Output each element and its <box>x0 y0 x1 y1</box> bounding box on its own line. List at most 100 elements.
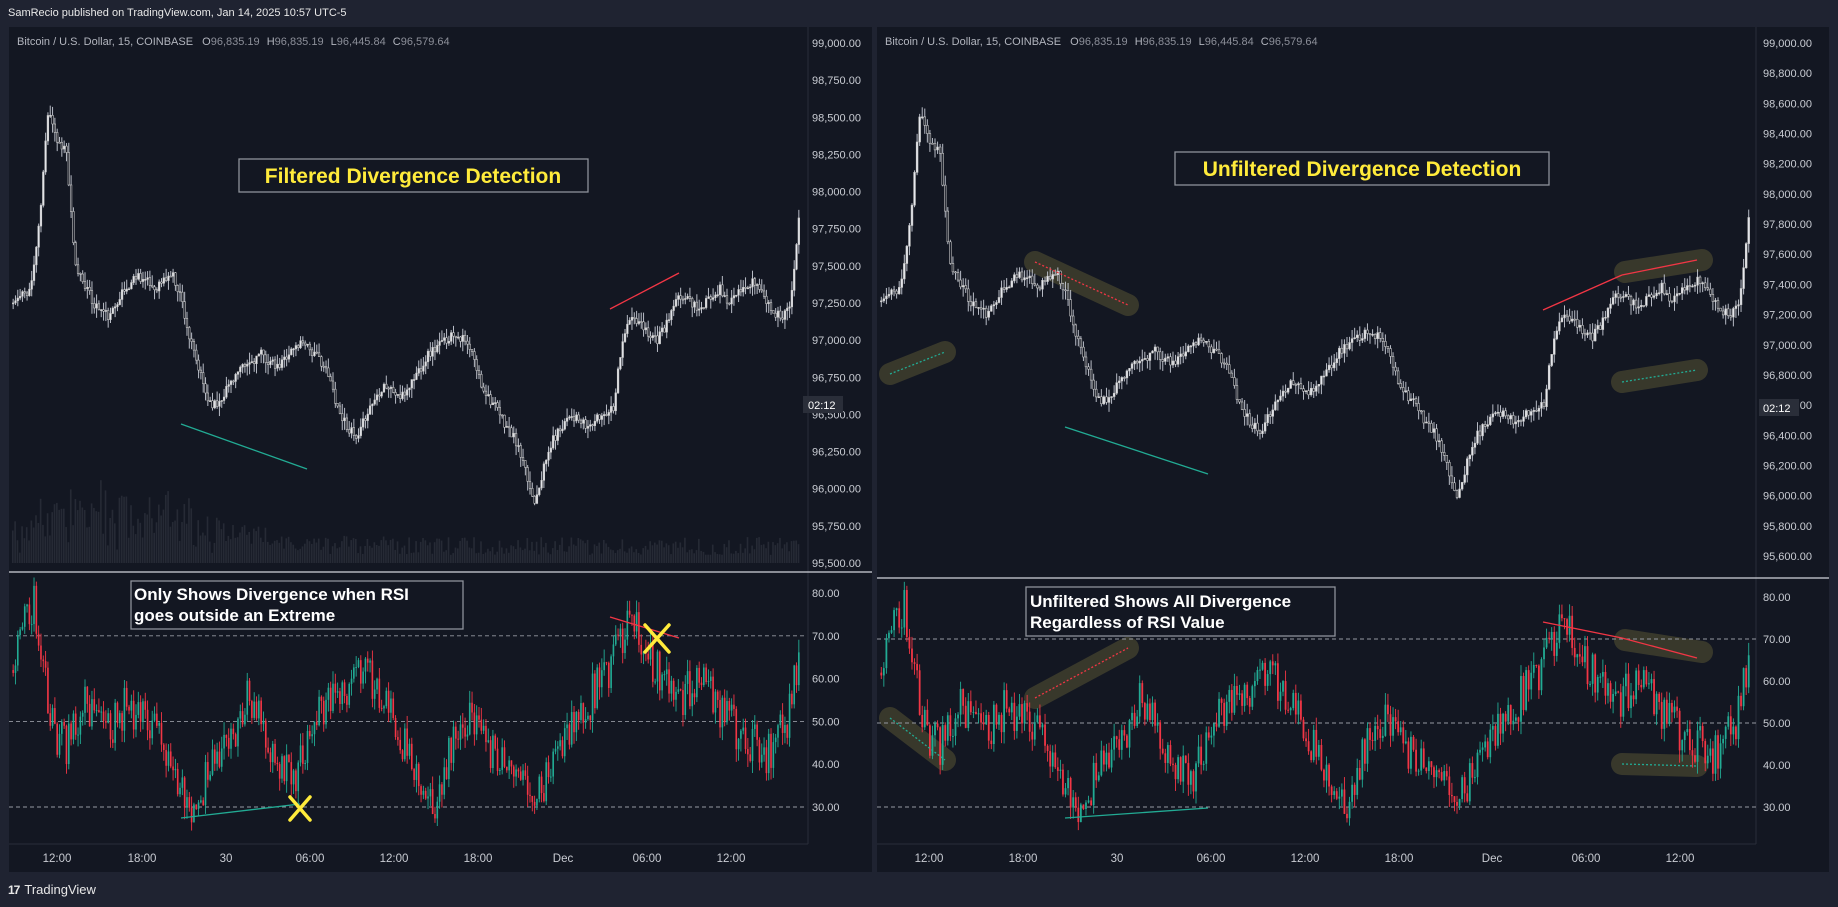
candle <box>1663 282 1666 295</box>
rsi-candle <box>475 715 478 735</box>
candle <box>491 402 495 406</box>
candle <box>67 152 70 186</box>
rsi-candle <box>1499 713 1502 734</box>
rsi-candle <box>401 750 404 760</box>
volume-bar <box>350 540 352 563</box>
rsi-candle <box>568 724 571 745</box>
rsi-candle <box>587 715 589 720</box>
rsi-candle <box>508 760 510 771</box>
rsi-candle <box>58 733 61 755</box>
right-time-axis[interactable]: 12:00 18:00 30 06:00 12:00 18:00 Dec 06:00 12:00 <box>915 853 1695 865</box>
candle <box>554 435 557 441</box>
candle <box>406 389 409 396</box>
candle <box>206 392 209 402</box>
rsi-candle <box>538 776 541 799</box>
volume-bar <box>113 523 116 563</box>
volume-bar <box>206 516 209 563</box>
volume-bar <box>512 546 515 563</box>
candle <box>908 225 911 247</box>
rsi-candle <box>260 700 262 725</box>
left-price-scale[interactable]: 99,000.0098,750.0098,500.0098,250.0098,0… <box>812 38 861 570</box>
candle <box>1734 305 1738 309</box>
rsi-candle <box>1504 713 1507 722</box>
rsi-candle <box>464 727 466 737</box>
candle <box>79 273 82 275</box>
candle <box>1445 455 1448 463</box>
candle <box>1153 346 1157 352</box>
rsi-candle <box>682 690 684 715</box>
rsi-candle <box>1164 753 1167 763</box>
rsi-candle <box>1041 724 1044 728</box>
candle <box>160 281 163 284</box>
rsi-candle <box>1028 711 1031 732</box>
left-chart-title: Filtered Divergence Detection <box>238 158 589 193</box>
rsi-candle <box>362 671 364 684</box>
candle <box>619 357 622 370</box>
volume-bar <box>320 549 322 563</box>
volume-bar <box>417 552 420 563</box>
rsi-candle <box>452 726 455 763</box>
rsi-candle <box>614 634 617 645</box>
rsi-candle <box>364 658 367 672</box>
rsi-candle <box>1404 741 1407 744</box>
candle <box>1281 390 1285 397</box>
footer[interactable]: 17 TradingView <box>8 882 96 897</box>
candle <box>211 400 214 409</box>
rsi-candle <box>1056 767 1059 771</box>
volume-bar <box>744 548 746 563</box>
candle <box>1591 332 1594 342</box>
volume-bar <box>352 538 355 563</box>
price-tick-label: 96,750.00 <box>812 372 861 384</box>
candle <box>774 312 777 318</box>
rsi-candle <box>1312 729 1315 761</box>
candle <box>195 349 198 361</box>
volume-bar <box>774 545 777 563</box>
candle <box>887 294 891 297</box>
rsi-candle <box>471 702 473 713</box>
rsi-candle <box>1578 654 1581 657</box>
volume-bar <box>776 543 779 563</box>
rsi-candle <box>130 700 133 711</box>
candle <box>1478 430 1482 437</box>
volume-bar <box>192 544 195 563</box>
left-time-axis[interactable]: 12:00 18:00 30 06:00 12:00 18:00 Dec 06:00 12:00 <box>43 853 746 865</box>
candle <box>1015 274 1019 278</box>
volume-bar <box>225 540 227 563</box>
rsi-candle <box>686 671 689 684</box>
rsi-candle <box>1289 708 1292 711</box>
rsi-candle <box>369 660 371 663</box>
rsi-candle <box>1307 741 1310 752</box>
candle <box>913 172 916 206</box>
candle <box>1036 284 1039 289</box>
rsi-candle <box>918 670 921 715</box>
volume-bar <box>285 538 288 563</box>
rsi-candle <box>779 714 782 726</box>
candle <box>1732 308 1735 318</box>
right-chart-panel[interactable]: Bitcoin / U.S. Dollar, 15, COINBASE O96,… <box>877 27 1829 872</box>
rsi-candle <box>295 770 297 792</box>
volume-bar <box>334 543 336 563</box>
candle <box>1322 375 1326 378</box>
candle <box>1207 341 1211 348</box>
rsi-candle <box>747 749 749 755</box>
candle <box>262 349 265 356</box>
volume-bar <box>211 552 213 563</box>
volume-bar <box>197 520 200 563</box>
rsi-candle <box>563 728 566 757</box>
rsi-candle <box>1371 739 1374 741</box>
rsi-candle <box>394 718 397 738</box>
volume-bar <box>565 551 568 563</box>
left-chart-panel[interactable]: Bitcoin / U.S. Dollar, 15, COINBASE O96,… <box>9 27 872 872</box>
time-tick-label: 06:00 <box>633 853 662 865</box>
candle <box>116 304 119 308</box>
candle <box>1299 383 1303 389</box>
candle <box>255 355 258 364</box>
candle <box>795 244 798 270</box>
candle <box>459 336 462 342</box>
rsi-candle <box>749 754 751 761</box>
volume-bar <box>751 545 753 563</box>
volume-bar <box>65 526 67 563</box>
candle <box>949 241 952 264</box>
